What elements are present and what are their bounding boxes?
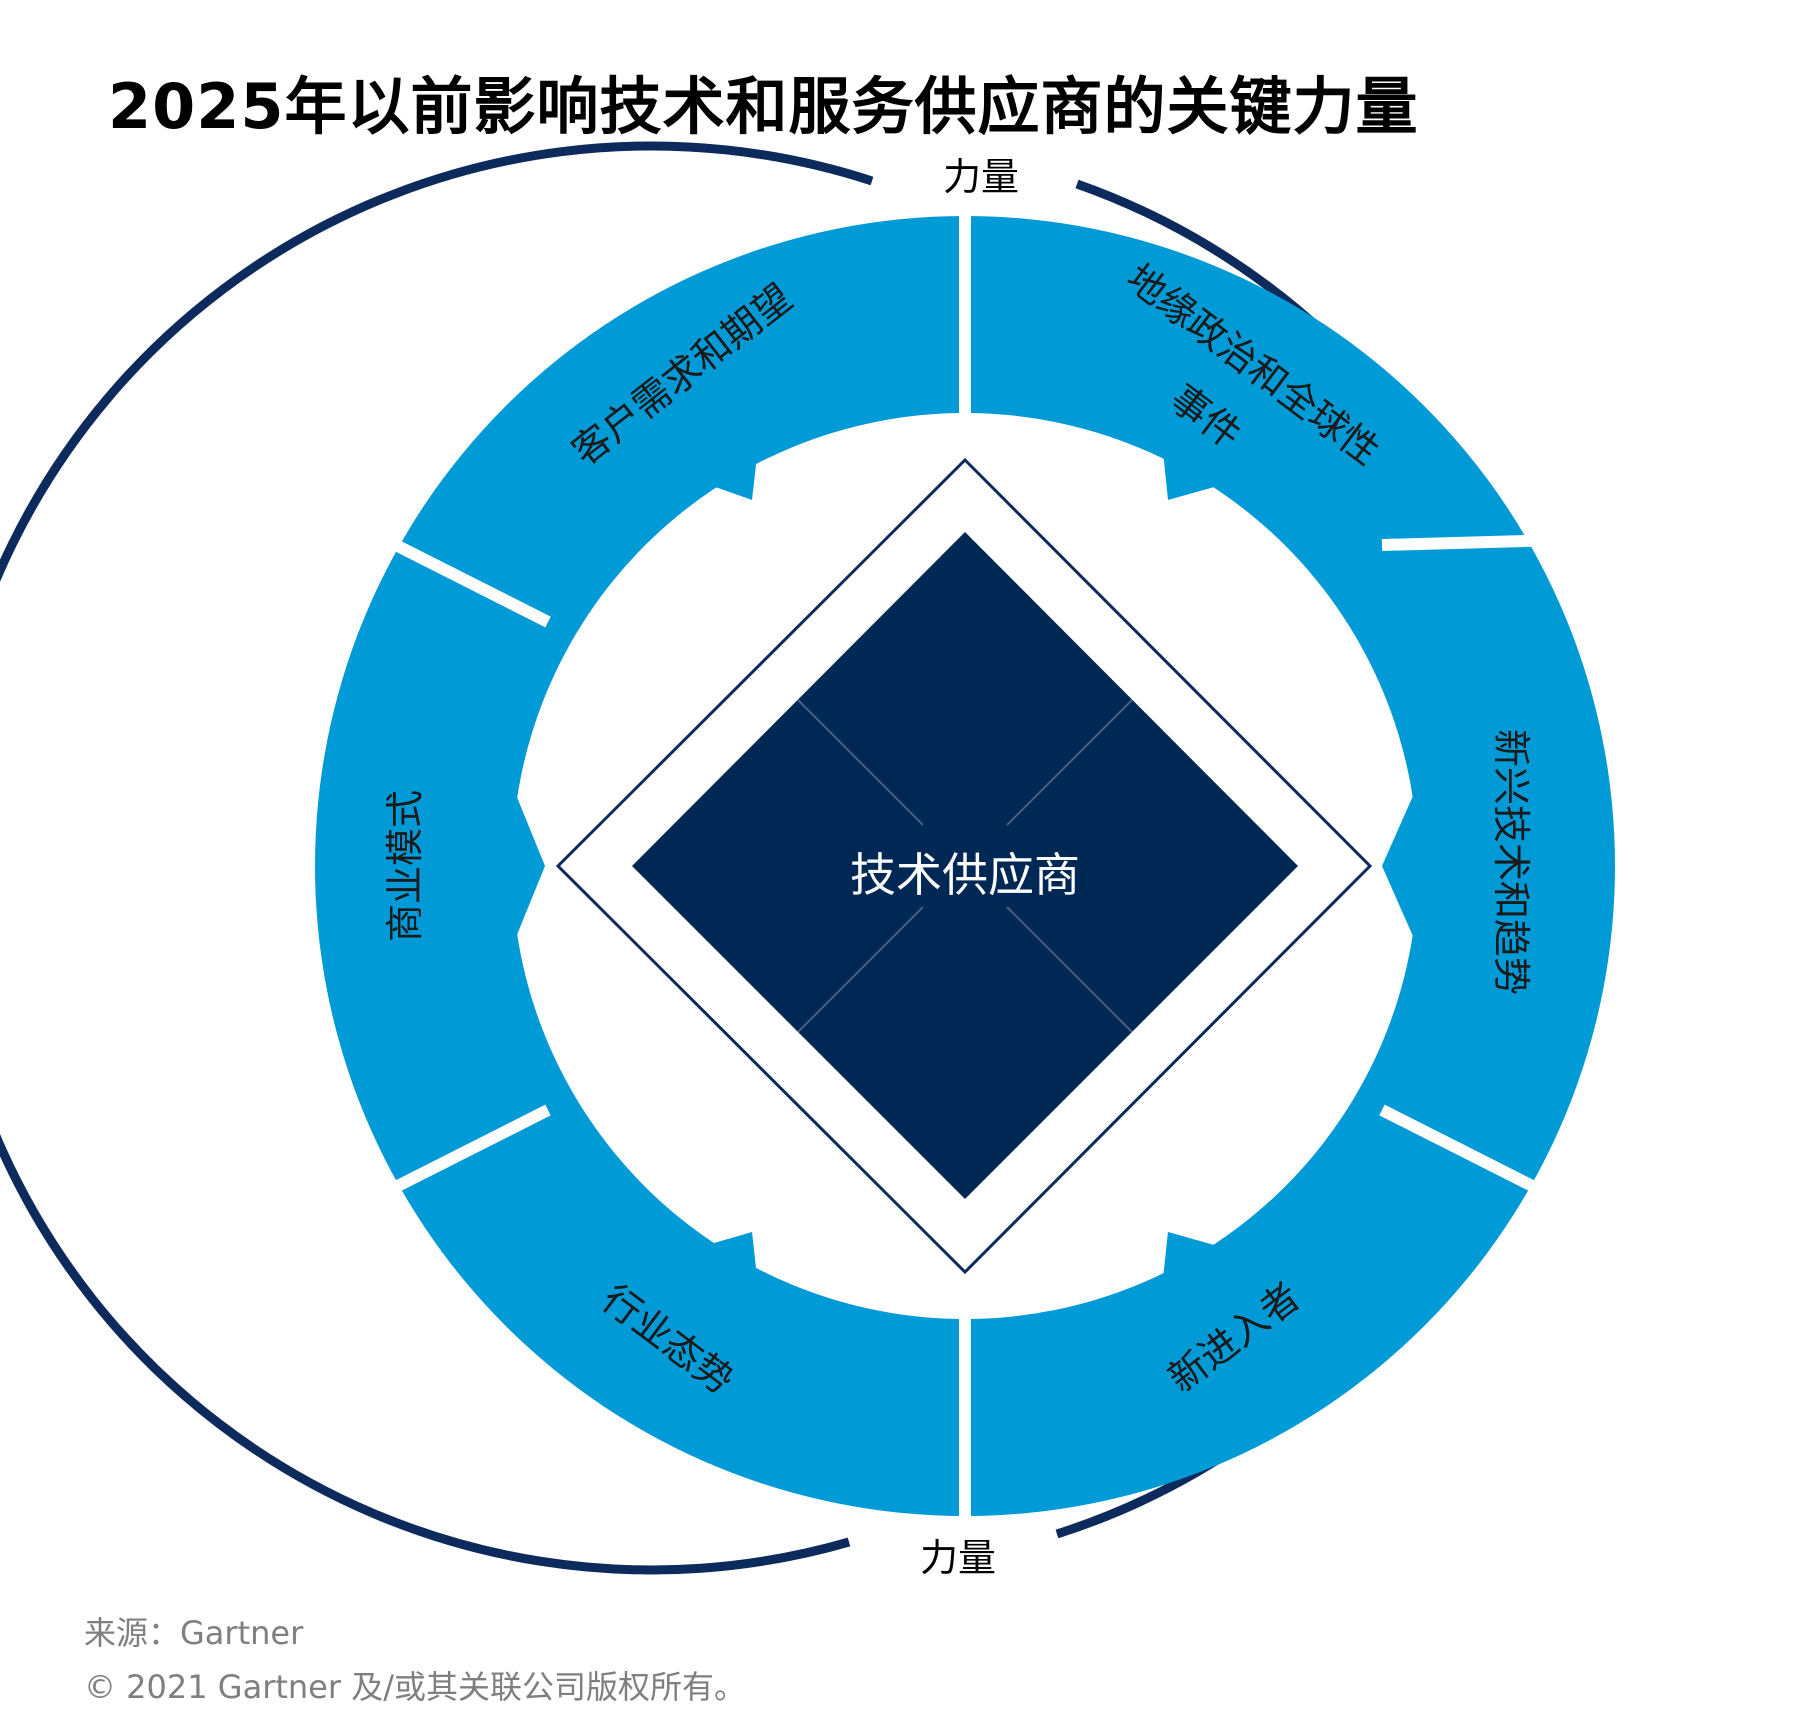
segment-label-business-model: 商业模式: [383, 790, 427, 942]
diamond-grid-line-2: [1006, 699, 1133, 826]
diamond-grid-line-1: [797, 699, 924, 826]
notch-top-right: [1160, 420, 1232, 500]
outer-arc-top: [0, 141, 874, 1575]
diamond-grid-line-4: [1006, 906, 1133, 1033]
diamond-grid-line-3: [797, 906, 924, 1033]
divider-upper-right: [1381, 534, 1561, 551]
notch-left: [510, 780, 545, 952]
divider-lower-right: [1379, 1104, 1563, 1206]
force-label-bottom: 力量: [920, 1536, 996, 1580]
notch-top-left: [690, 422, 760, 500]
divider-lower-left: [367, 1104, 551, 1206]
segment-ring-shape: [315, 216, 1615, 1516]
diagram-title: 2025年以前影响技术和服务供应商的关键力量: [108, 70, 1419, 143]
notch-bottom-left: [690, 1232, 760, 1312]
divider-upper-left: [367, 526, 551, 628]
center-label: 技术供应商: [850, 848, 1080, 902]
copyright-note: © 2021 Gartner 及/或其关联公司版权所有。: [84, 1668, 746, 1706]
segment-ring: [315, 200, 1615, 1540]
notch-bottom-right: [1160, 1232, 1232, 1312]
notch-right: [1382, 780, 1420, 952]
force-label-top: 力量: [943, 155, 1019, 199]
segment-label-emerging-tech: 新兴技术和趋势: [1489, 729, 1533, 995]
source-note: 来源：Gartner: [84, 1614, 304, 1652]
